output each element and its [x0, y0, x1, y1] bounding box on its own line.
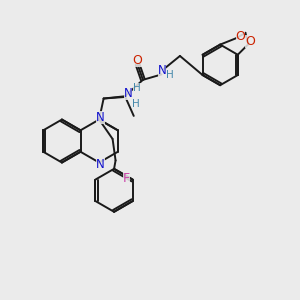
Text: O: O: [236, 30, 245, 43]
Text: H: H: [132, 99, 140, 109]
Text: N: N: [96, 111, 105, 124]
Text: H: H: [133, 83, 141, 93]
Text: N: N: [158, 64, 167, 77]
Text: H: H: [166, 70, 174, 80]
Text: O: O: [245, 35, 255, 48]
Text: N: N: [96, 158, 105, 171]
Text: F: F: [123, 172, 130, 184]
Text: N: N: [124, 87, 133, 100]
Text: O: O: [133, 54, 142, 67]
